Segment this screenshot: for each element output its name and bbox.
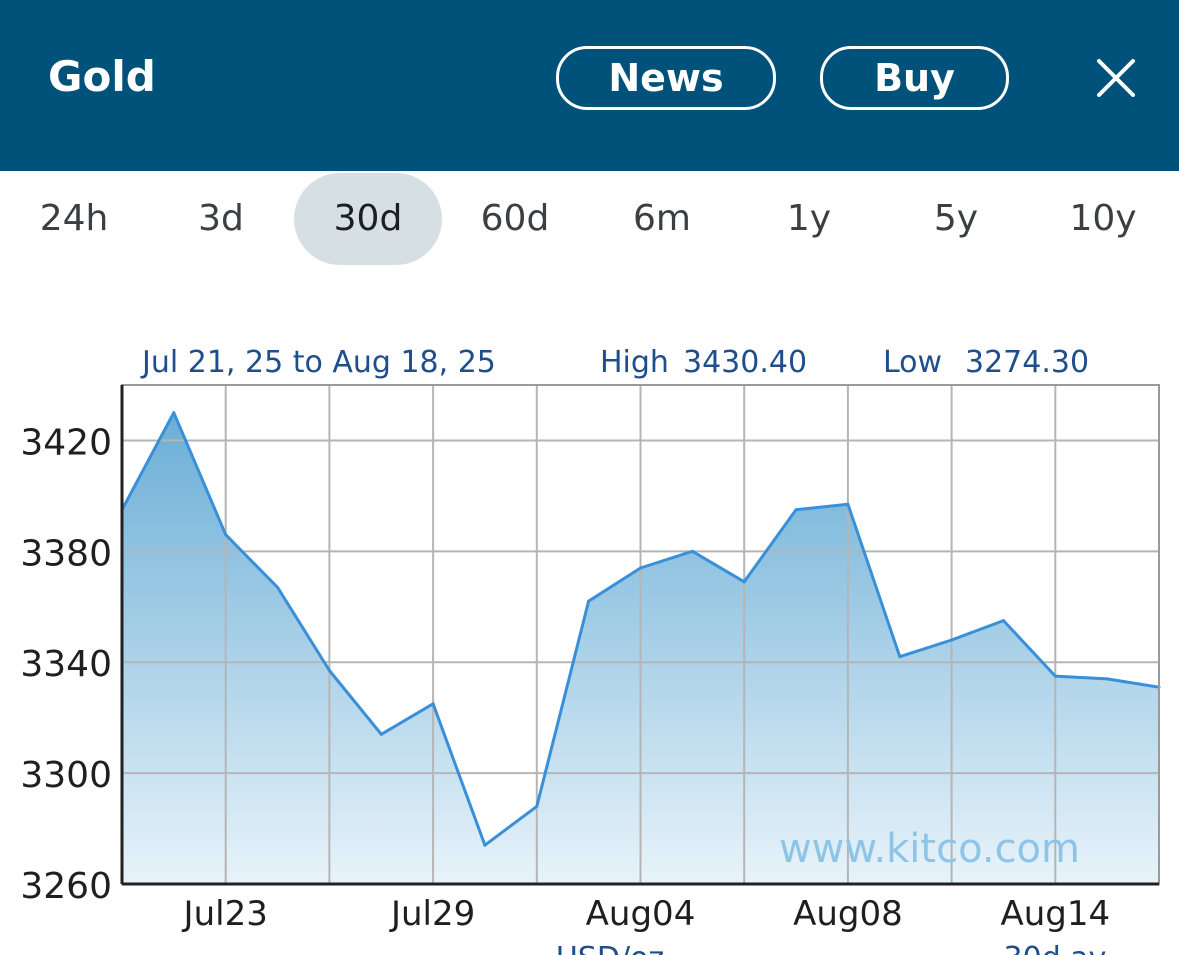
x-tick-label: Jul23 xyxy=(182,894,268,934)
buy-button[interactable]: Buy xyxy=(820,46,1009,110)
y-tick-label: 3260 xyxy=(20,866,112,907)
data-point-5 xyxy=(379,732,383,736)
data-point-13 xyxy=(794,508,798,512)
page-title: Gold xyxy=(48,52,156,101)
low-value: 3274.30 xyxy=(965,345,1089,380)
data-point-17 xyxy=(1001,619,1005,623)
timeframe-tabs: 24h 3d 30d 60d 6m 1y 5y 10y xyxy=(0,171,1179,267)
high-value: 3430.40 xyxy=(683,345,807,380)
data-point-19 xyxy=(1105,677,1109,681)
data-point-16 xyxy=(950,638,954,642)
gold-price-chart: Jul 21, 25 to Aug 18, 25 High 3430.40 Lo… xyxy=(20,345,1161,955)
tab-1y[interactable]: 1y xyxy=(786,198,832,239)
tab-3d[interactable]: 3d xyxy=(198,198,244,239)
y-tick-label: 3380 xyxy=(20,533,112,574)
data-point-14 xyxy=(846,502,850,506)
data-point-15 xyxy=(898,655,902,659)
high-label: High xyxy=(600,345,669,380)
x-tick-label: Jul29 xyxy=(389,894,475,934)
x-tick-label: Aug14 xyxy=(1000,894,1110,934)
tab-24h[interactable]: 24h xyxy=(39,198,109,239)
tab-10y[interactable]: 10y xyxy=(1069,198,1137,239)
x-tick-label: Aug08 xyxy=(793,894,903,934)
close-icon[interactable] xyxy=(1090,52,1142,104)
data-point-18 xyxy=(1053,674,1057,678)
news-button[interactable]: News xyxy=(556,46,776,110)
data-point-1 xyxy=(172,411,176,415)
date-range-label: Jul 21, 25 to Aug 18, 25 xyxy=(140,345,496,380)
data-point-12 xyxy=(742,580,746,584)
data-point-10 xyxy=(639,566,642,570)
y-tick-label: 3300 xyxy=(20,755,112,796)
tab-30d[interactable]: 30d xyxy=(294,173,442,265)
average-label: 30d av xyxy=(1004,941,1107,955)
y-tick-label: 3340 xyxy=(20,644,112,685)
units-label: USD/oz xyxy=(556,941,664,955)
data-point-6 xyxy=(431,702,435,706)
x-tick-label: Aug04 xyxy=(586,894,696,934)
low-label: Low xyxy=(883,345,942,380)
y-tick-label: 3420 xyxy=(20,422,112,463)
tab-5y[interactable]: 5y xyxy=(933,198,979,239)
app-header: Gold News Buy xyxy=(0,0,1179,171)
data-point-4 xyxy=(327,669,331,673)
data-point-7 xyxy=(483,843,487,847)
data-point-3 xyxy=(276,585,280,589)
tab-60d[interactable]: 60d xyxy=(480,198,550,239)
data-point-2 xyxy=(224,533,228,537)
tab-6m[interactable]: 6m xyxy=(633,198,691,239)
data-point-9 xyxy=(587,599,591,603)
data-point-11 xyxy=(690,549,694,553)
data-point-8 xyxy=(535,804,539,808)
watermark: www.kitco.com xyxy=(779,826,1080,872)
